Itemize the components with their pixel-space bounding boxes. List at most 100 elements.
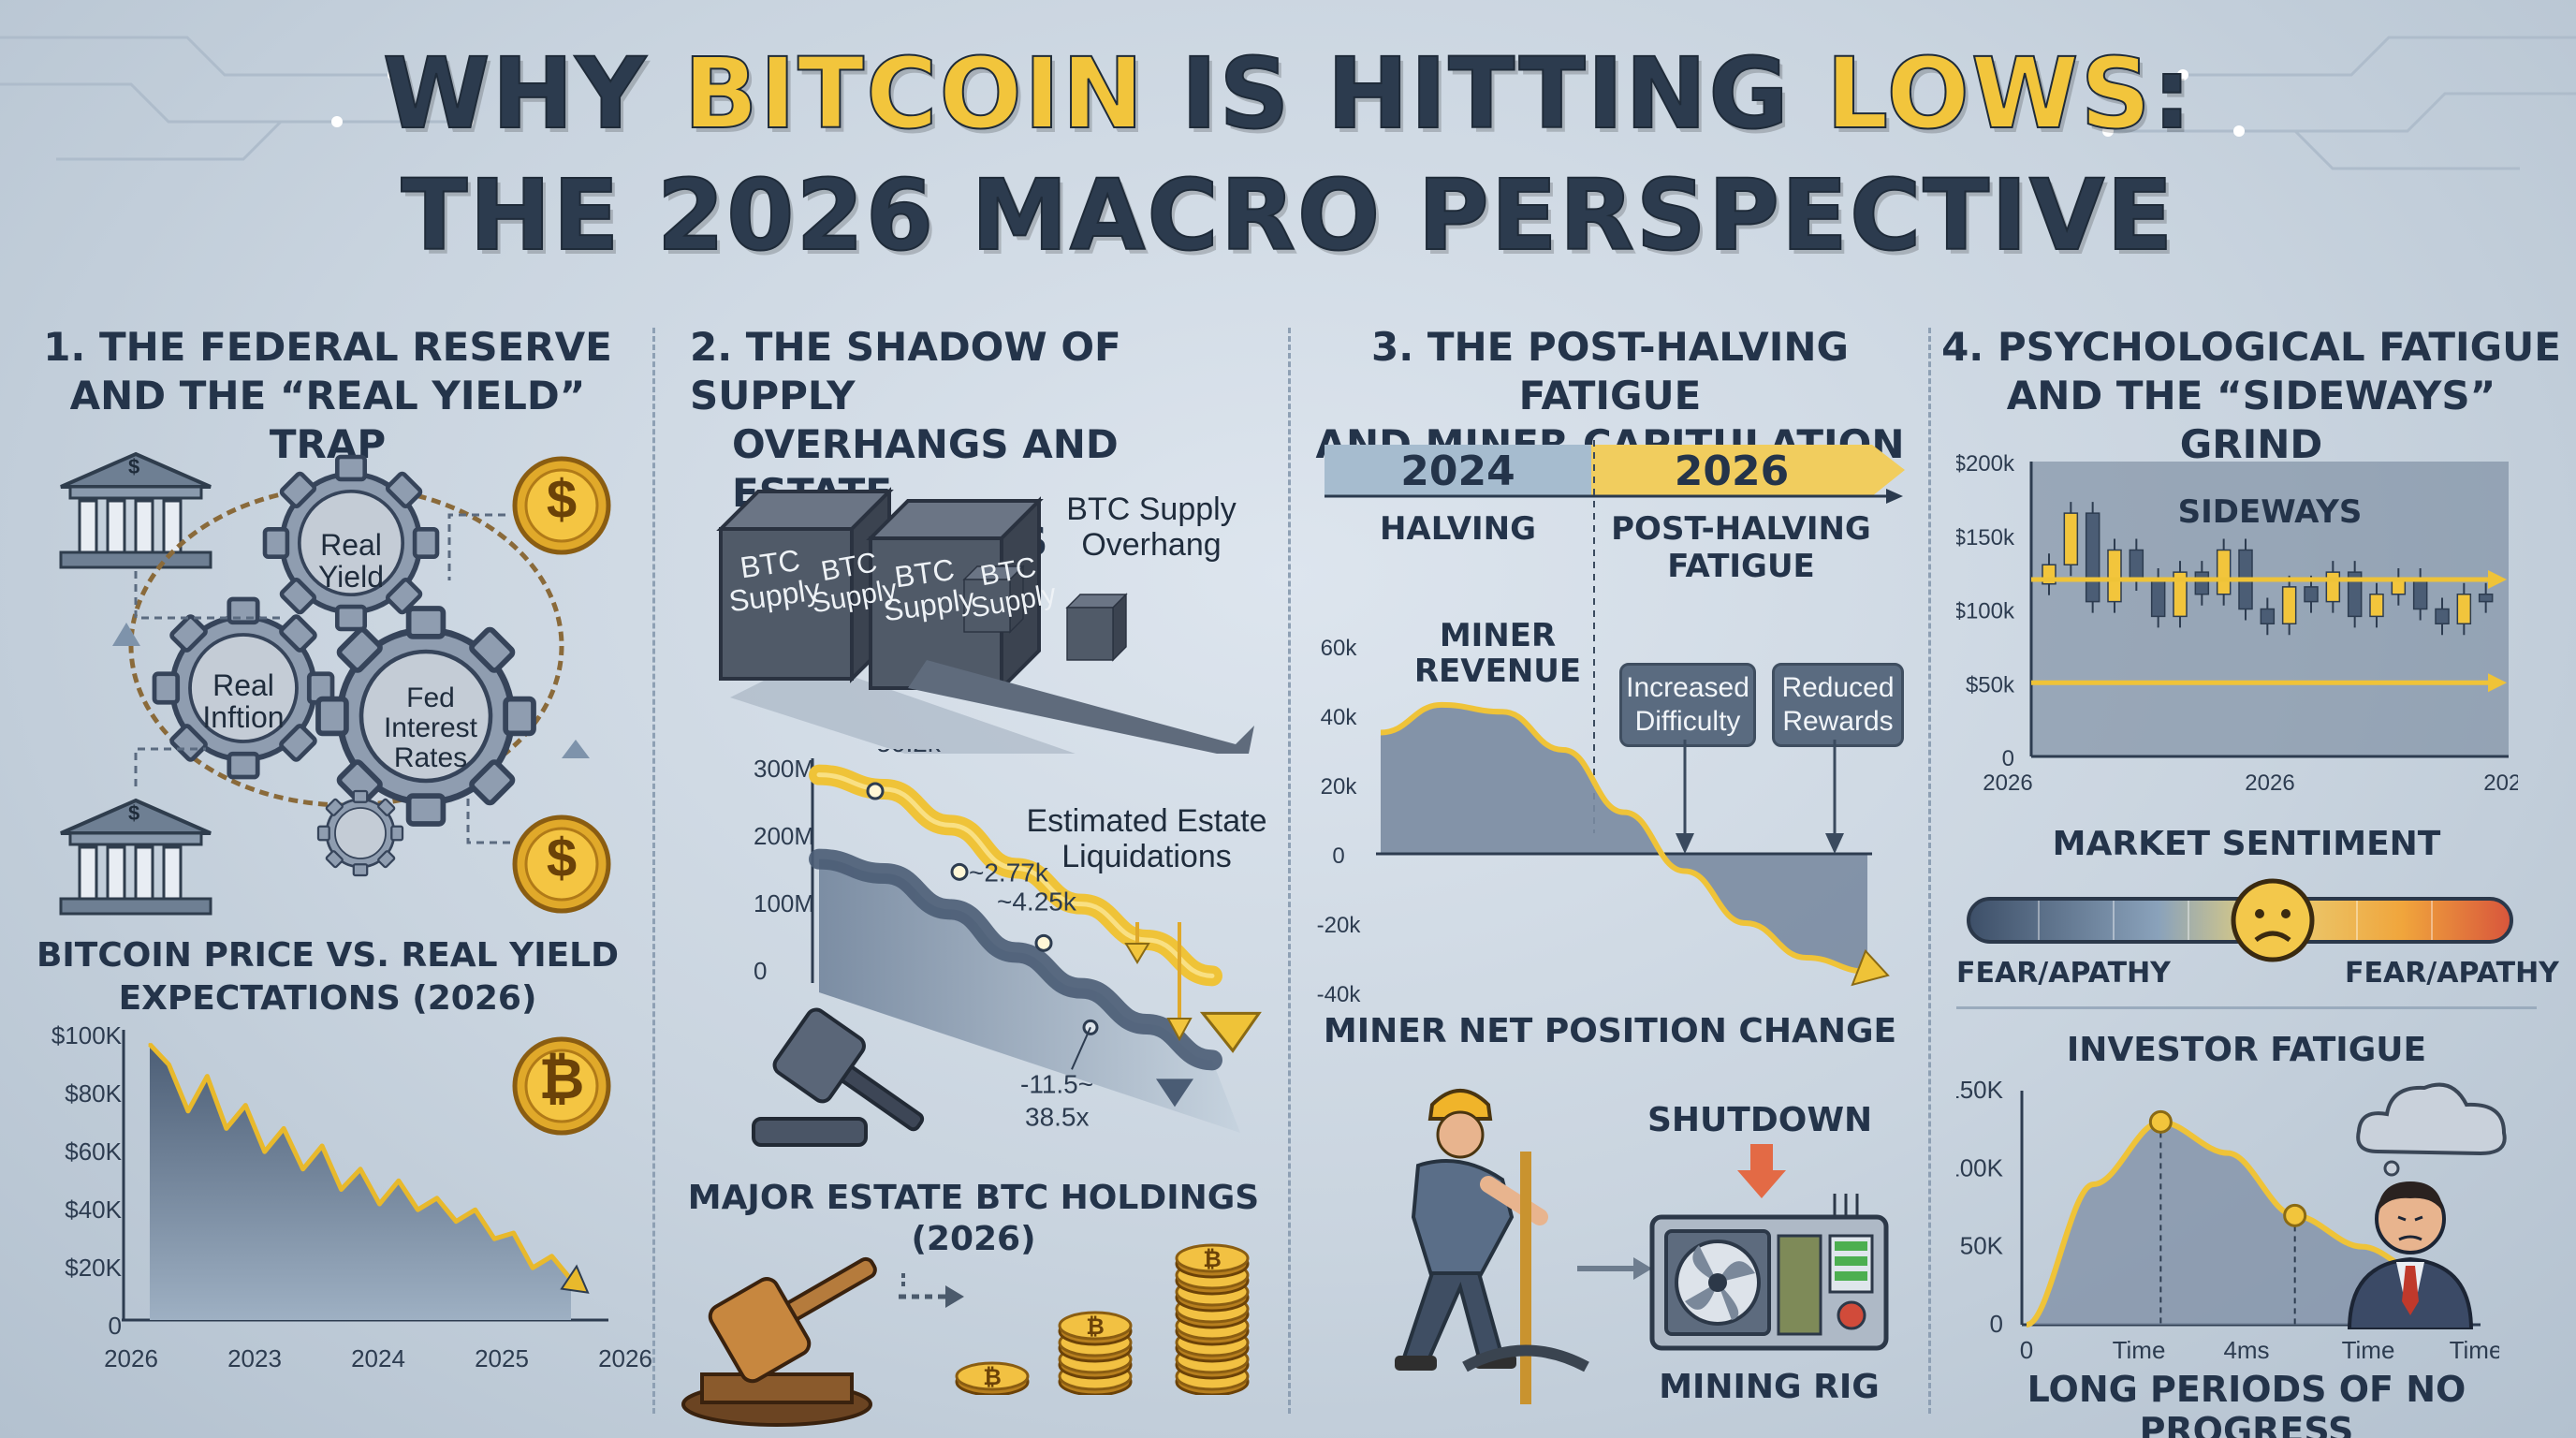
price-point (512, 1231, 516, 1235)
annotation-dot (950, 862, 969, 881)
panel-4-heading: 4. PSYCHOLOGICAL FATIGUE AND THE “SIDEWA… (1938, 323, 2565, 469)
miner-icon (1395, 1089, 1548, 1371)
liquidation-shadow-area (819, 858, 1240, 1133)
price-point (282, 1126, 285, 1130)
y-tick-label: -40k (1317, 982, 1362, 1007)
price-point (148, 1043, 152, 1046)
label-line: BTC Supply (1066, 492, 1237, 527)
candle (2129, 549, 2144, 580)
sideways-label: SIDEWAYS (2178, 493, 2363, 531)
x-tick-label: Time (2342, 1336, 2395, 1364)
label-line: Liquidations (1061, 839, 1232, 874)
estate-liquidation-chart: 300M 200M 100M 0 ~50.2k ~2.77k~4.25k -11.5~ 38.… (754, 749, 1262, 1133)
x-tick-label: 2026 (2245, 770, 2294, 796)
sentiment-meter (1967, 878, 2513, 962)
x-tick-label: 0 (2020, 1336, 2033, 1364)
candle (2150, 579, 2166, 618)
candle (2369, 594, 2384, 618)
y-tick-label: $100K (51, 1021, 123, 1049)
label-line: MINER (1439, 617, 1557, 654)
mining-rig-icon (1649, 1194, 1889, 1351)
gavel-icon (681, 1256, 877, 1427)
x-tick-label: Time (2450, 1336, 2499, 1364)
liquidation-arrowhead (1199, 1011, 1262, 1053)
fatigue-title: INVESTOR FATIGUE (2066, 1031, 2427, 1069)
y-axis: $100K $80K $60K $40K $20K 0 (51, 1021, 123, 1340)
price-point (397, 1179, 401, 1182)
sideways-price-chart: $200k$150k$100k$50k0202620262026SIDEWAYS (1956, 451, 2518, 796)
label-line: POST-HALVING (1611, 510, 1871, 548)
coin-symbol: ₿ (1203, 1246, 1222, 1272)
title-text: IS HITTING (1145, 37, 1826, 151)
heading-line: 3. THE POST-HALVING FATIGUE (1371, 324, 1849, 418)
annotation-dot (866, 782, 885, 800)
x-tick-label: Time (2113, 1336, 2166, 1364)
price-area (150, 1044, 571, 1320)
bitcoin-coin-icon (512, 1036, 611, 1136)
y-tick-label: $80K (65, 1079, 122, 1108)
panel-3-subtitle: MINER NET POSITION CHANGE (1323, 1012, 1897, 1050)
miner-revenue-label: MINER REVENUE (1385, 618, 1610, 689)
x-tick-label: 2025 (475, 1344, 529, 1372)
price-point (205, 1075, 209, 1078)
column-divider (1928, 328, 1931, 1414)
x-tick-label: 4ms (2223, 1336, 2269, 1364)
y-tick-label: 0 (754, 957, 767, 985)
coin-face (1058, 1311, 1133, 1341)
gear-label-real-yield: Real Yield (318, 528, 384, 594)
y-tick-label: $60K (65, 1137, 122, 1166)
label-line: Reduced (1781, 672, 1895, 703)
candle (2435, 608, 2450, 624)
gear-label-fed-rates: Fed Interest Rates (383, 682, 478, 773)
y-tick-label: 100K (1956, 1153, 2004, 1181)
timeline-divider (1593, 440, 1595, 833)
y-tick-label: $40K (65, 1196, 122, 1224)
column-divider (1288, 328, 1291, 1414)
callout-arrows (1676, 740, 1844, 854)
annotation-leader (1071, 1026, 1091, 1070)
dollar-coin-icon (512, 456, 611, 555)
main-title-line-1: WHY BITCOIN IS HITTING LOWS: (0, 37, 2576, 151)
candle (2260, 608, 2276, 624)
year-2026: 2026 (1674, 448, 1790, 495)
supply-overhang-label: BTC Supply Overhang (1058, 492, 1245, 563)
annotation-label: -11.5~ (1020, 1069, 1093, 1098)
label-line: Estimated Estate (1026, 803, 1267, 839)
title-text: WHY (382, 37, 684, 151)
marker-dot (2148, 1109, 2173, 1134)
range-arrowhead (2488, 570, 2507, 589)
column-divider (652, 328, 655, 1414)
coin-symbol: ₿ (1086, 1313, 1105, 1340)
y-tick-label: 40k (1321, 705, 1358, 730)
heading-line: AND THE “SIDEWAYS” GRIND (2006, 373, 2496, 467)
label-line: Overhang (1081, 527, 1222, 563)
circuit-decoration-right (2102, 36, 2576, 170)
panel-2-subtitle: MAJOR ESTATE BTC HOLDINGS (2026) (687, 1179, 1260, 1258)
heading-line: AND THE “REAL YIELD” TRAP (69, 373, 586, 467)
x-tick-label: 2024 (351, 1344, 405, 1372)
sentiment-title: MARKET SENTIMENT (2052, 825, 2441, 863)
estimate-arrowhead (1166, 1018, 1193, 1042)
heading-line: 1. THE FEDERAL RESERVE (43, 324, 612, 370)
y-tick-label: 0 (1990, 1310, 2003, 1338)
price-point (301, 1167, 305, 1171)
candle (2304, 586, 2319, 603)
annotation-label: ~2.77k (969, 858, 1049, 887)
price-point (492, 1237, 496, 1240)
candle (2478, 594, 2494, 603)
price-point (416, 1208, 419, 1211)
x-tick-label: 2023 (227, 1344, 282, 1372)
price-point (186, 1109, 190, 1113)
coin-dollar-symbol: $ (546, 828, 578, 888)
investor-icon (2347, 1181, 2474, 1329)
connector-lines (112, 513, 590, 844)
price-point (359, 1167, 362, 1171)
annotation-label: 38.5x (1025, 1102, 1090, 1131)
price-point (531, 1266, 534, 1269)
circuit-decoration-left (0, 36, 474, 161)
x-tick-label: 2026 (2483, 770, 2518, 796)
candle (2194, 571, 2210, 595)
mining-rig-label: MINING RIG (1659, 1368, 1880, 1406)
heading-line: 2. THE SHADOW OF SUPPLY (690, 324, 1121, 418)
candle (2412, 579, 2428, 610)
